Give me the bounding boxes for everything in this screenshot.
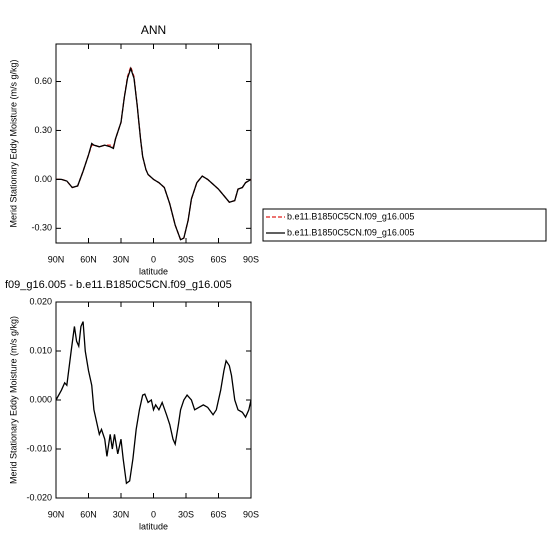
y-tick-label: 0.60 <box>34 76 52 86</box>
x-tick-label: 90S <box>243 509 259 519</box>
y-tick-label: 0.020 <box>29 296 52 306</box>
y-tick-label: -0.30 <box>31 223 52 233</box>
series-line <box>56 66 252 241</box>
y-tick-label: 0.00 <box>34 174 52 184</box>
y-axis-label: Merid Stationary Eddy Moisture (m/s g/kg… <box>8 59 18 227</box>
x-tick-label: 30N <box>113 509 130 519</box>
y-tick-label: 0.000 <box>29 394 52 404</box>
chart-subtitle: f09_g16.005 - b.e11.B1850C5CN.f09_g16.00… <box>5 279 232 291</box>
x-tick-label: 60N <box>80 509 97 519</box>
y-tick-label: 0.010 <box>29 345 52 355</box>
x-tick-label: 90N <box>48 509 65 519</box>
y-tick-label: -0.010 <box>26 443 52 453</box>
x-axis-label: latitude <box>139 266 168 276</box>
legend-label: b.e11.B1850C5CN.f09_g16.005 <box>287 211 414 221</box>
legend-label: b.e11.B1850C5CN.f09_g16.005 <box>287 227 414 237</box>
chart-title: ANN <box>141 23 166 37</box>
y-tick-label: -0.020 <box>26 492 52 502</box>
x-tick-label: 60N <box>80 254 97 264</box>
x-tick-label: 0 <box>151 509 156 519</box>
x-tick-label: 30S <box>178 254 194 264</box>
series-line <box>55 321 252 485</box>
x-tick-label: 60S <box>210 509 226 519</box>
y-axis-label: Merid Stationary Eddy Moisture (m/s g/kg… <box>8 316 18 484</box>
x-tick-label: 90S <box>243 254 259 264</box>
x-tick-label: 30N <box>113 254 130 264</box>
y-tick-label: 0.30 <box>34 125 52 135</box>
legend-box <box>262 208 547 242</box>
plot-frame <box>55 301 252 499</box>
plot-frame <box>55 43 252 244</box>
x-tick-label: 90N <box>48 254 65 264</box>
x-tick-label: 30S <box>178 509 194 519</box>
series-line <box>56 64 252 241</box>
x-axis-label: latitude <box>139 521 168 531</box>
x-tick-label: 60S <box>210 254 226 264</box>
x-tick-label: 0 <box>151 254 156 264</box>
